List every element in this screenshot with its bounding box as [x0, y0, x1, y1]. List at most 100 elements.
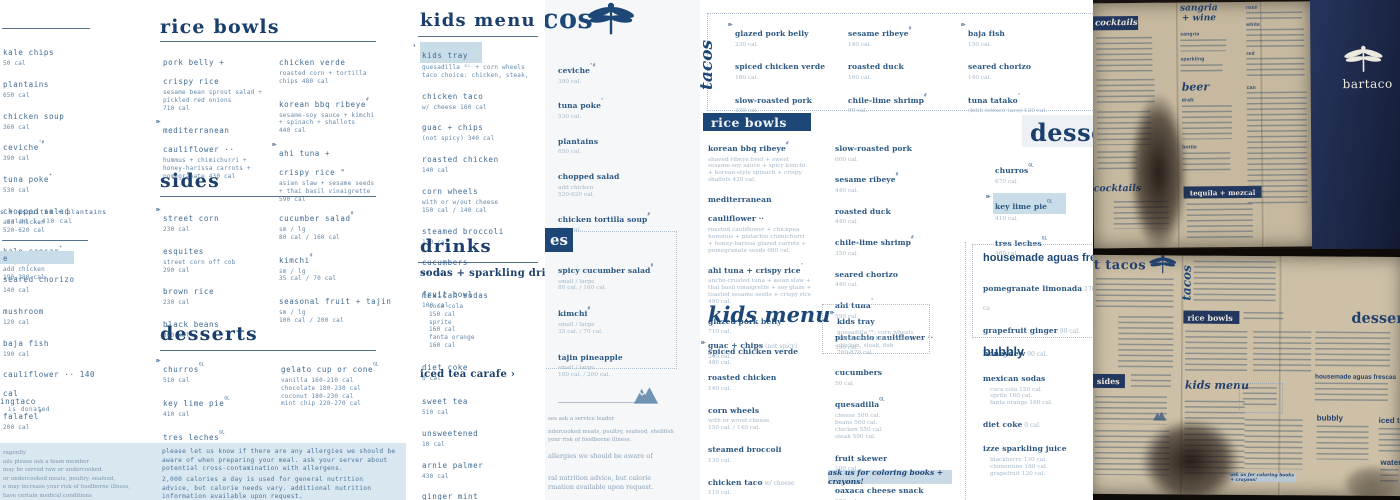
- menu-item: falafel# 200 cal: [3, 404, 113, 432]
- menu-item-name-line: seasonal fruit + tajin: [279, 289, 397, 308]
- kids-menu-items: ⌁ kids tray quesadilla ᴳᴸ + corn wheels t…: [410, 42, 542, 310]
- menu-item-suffix: (not spicy): [763, 343, 798, 350]
- subheading-sangria: sangria: [1180, 31, 1200, 38]
- menu-item-name: sesame ribeye: [848, 29, 909, 38]
- allergy-paragraph: please let us know if there are any alle…: [162, 448, 396, 473]
- tacos-logo-text: cos: [545, 4, 594, 35]
- menu-item: tajin pineapple small / large 100 cal. /…: [558, 345, 678, 379]
- dietary-flags: GL: [1047, 200, 1053, 206]
- menu-item-name: oaxaca cheese snack: [835, 486, 924, 496]
- menu-item-name-line: sesame ribeye#: [848, 21, 958, 40]
- menu-item-name-line: chopped salad: [558, 164, 693, 183]
- menu-item: fruit bowl 100 cal: [422, 282, 542, 310]
- menu-item-detail: with or w/out cheese 150 cal. / 140 cal.: [708, 418, 770, 432]
- menu-item: pistachio cauliflower ·· 590 cal.: [835, 325, 947, 352]
- menu-item-name-line: fruit skewer: [835, 446, 943, 465]
- menu-item-detail: quesadilla ᴳᴸ, corn wheels, fruit skewer…: [837, 329, 916, 357]
- menu-item-name-line: pistachio cauliflower ··: [835, 325, 947, 344]
- menu-panel-full: tacos ⋔ glazed pork belly 230 cal. spiced…: [700, 0, 1093, 500]
- tacos-vertical-heading: tacos: [1179, 265, 1194, 301]
- menu-item-name-line: black beans: [163, 312, 273, 331]
- selection-highlight[interactable]: e: [0, 251, 74, 264]
- menu-item-calories: 590 cal.: [835, 345, 859, 352]
- menu-item: unsweetened 10 cal: [422, 421, 540, 449]
- menu-item: steamed broccoli 130 cal: [422, 219, 542, 247]
- subheading-can: can: [1246, 84, 1256, 91]
- menu-item-subitems: coca cola 150 cal. sprite 160 cal. fanta…: [990, 386, 1053, 407]
- dragonfly-icon: [1149, 254, 1177, 274]
- menu-item-name-line: ⋔ key lime pieGL: [984, 193, 1067, 215]
- menu-item-detail: small / large 80 cal. / 160 cal.: [558, 278, 607, 292]
- subheading-white: white: [1246, 21, 1260, 28]
- desserts-items: churrosGL 670 cal. ⋔ key lime pieGL 410 c…: [984, 158, 1090, 258]
- menu-item-name: plantains: [3, 79, 50, 89]
- menu-item-name-line: chile-lime shrimp#: [848, 88, 958, 107]
- menu-item-calories: 390 cal.: [558, 78, 582, 85]
- menu-item-name: cucumber salad: [279, 214, 351, 223]
- menu-item-name: mediterranean cauliflower ··: [163, 126, 235, 155]
- menu-item-name-line: kimchi#: [279, 248, 397, 267]
- dietary-flags: +: [49, 172, 52, 178]
- menu-item-calories: 50 cal.: [835, 380, 855, 387]
- menu-item-name: kids tray: [837, 317, 875, 326]
- kids-menu-col2: cucumbers 50 cal. quesadillaGL cheese 50…: [835, 360, 943, 500]
- dietary-flags: #: [365, 97, 369, 103]
- fork-icon: ⋔: [984, 194, 992, 200]
- dragonfly-icon: [587, 2, 635, 36]
- menu-item: ⋔ glazed pork belly 230 cal.: [726, 21, 840, 48]
- menu-item-detail: sm / lg 35 cal / 70 cal: [279, 267, 337, 283]
- menu-item-name: black beans: [163, 320, 220, 330]
- menu-item-name: seared chorizo: [835, 269, 898, 279]
- menu-item-name-line: steamed broccoli: [708, 437, 828, 456]
- blurred-text-lines: [1242, 386, 1277, 408]
- blurred-text-lines: [1378, 427, 1400, 455]
- menu-item-name: ginger mint: [422, 492, 479, 500]
- menu-item-name: izze sparkling juice: [983, 444, 1067, 454]
- menu-item: korean bbq ribeye# shaved ribeye beef + …: [708, 136, 832, 184]
- dietary-flags: #: [923, 93, 927, 99]
- menu-item-detail: quesadilla ᴳᴸ + corn wheels taco choice:…: [422, 64, 529, 79]
- menu-item-name: tres leches: [163, 432, 220, 442]
- menu-item-subitems: blackberry 130 cal. clementine 160 cal. …: [990, 456, 1048, 477]
- menu-item-calories: 100 cal: [422, 302, 449, 310]
- menu-item-name: guac + chips: [422, 123, 484, 133]
- menu-item: ahi tuna + crispy rice° ancho-crusted tu…: [708, 258, 832, 306]
- menu-item-name: sweet tea: [422, 397, 469, 406]
- crayons-note-text: ask us for coloring books + crayons!: [828, 468, 944, 486]
- menu-item-detail: cheese 500 cal. beans 560 cal. chicken 5…: [835, 412, 883, 440]
- menu-item-calories: 410 cal: [163, 410, 190, 418]
- menu-item-name-line: chopped salad: [3, 199, 105, 218]
- menu-item-calories: 600 cal.: [835, 156, 859, 163]
- menu-item: esquites street corn off cob 290 cal: [163, 239, 273, 275]
- footnote-line: ses ask a service leader: [548, 416, 615, 422]
- desserts-col2: gelato cup or coneGL vanilla 160-210 cal…: [281, 357, 399, 408]
- section-title-desserts: desserts: [160, 323, 258, 345]
- fork-icon: ⋔: [154, 357, 162, 364]
- bubbly-heading: bubbly: [1316, 413, 1343, 423]
- menu-item-name: mexican sodas: [422, 291, 489, 300]
- menu-item-name-line: plantains: [3, 72, 105, 91]
- menu-item-name: guac + chips: [708, 341, 764, 350]
- menu-item-calories: 0 cal: [422, 374, 442, 382]
- blurred-text-lines: [1180, 39, 1227, 52]
- menu-item-calories: 50 cal: [422, 270, 445, 278]
- givingtaco-fragment: ingtaco: [0, 397, 36, 406]
- dietary-flags: #: [910, 236, 914, 242]
- bubbly-items: mexican sodas coca cola 150 cal. sprite …: [983, 366, 1093, 478]
- menu-item-name-line: quesadillaGL: [835, 392, 943, 411]
- rice-bowls-col2: chicken verde roasted corn + tortilla ch…: [270, 50, 397, 203]
- menu-item-name-line: chicken taco: [422, 84, 542, 103]
- menu-item-detail: sesame bean sprout salad + pickled red o…: [163, 89, 263, 112]
- menu-item-name-line: cucumbers: [835, 360, 943, 379]
- menu-item: grapefruit ginger 90 cal.: [983, 318, 1093, 337]
- dietary-flags: GL: [1028, 163, 1034, 169]
- dietary-flags: °#: [590, 63, 596, 69]
- menu-item: ⋔ baja fish 150 cal.: [959, 21, 1093, 48]
- menu-item: baja fish 190 cal: [3, 331, 113, 359]
- menu-item-name-line: guac + chips: [422, 115, 542, 134]
- blurred-text-lines: [1118, 316, 1174, 369]
- menu-item-calories: 140 cal.: [708, 385, 732, 392]
- tacos-col2: sesame ribeye# 140 cal. roasted duck 160…: [848, 21, 958, 115]
- menu-item-detail: sm / lg 100 cal / 200 cal: [279, 309, 344, 324]
- menu-item-calories: 590 cal.: [835, 313, 859, 320]
